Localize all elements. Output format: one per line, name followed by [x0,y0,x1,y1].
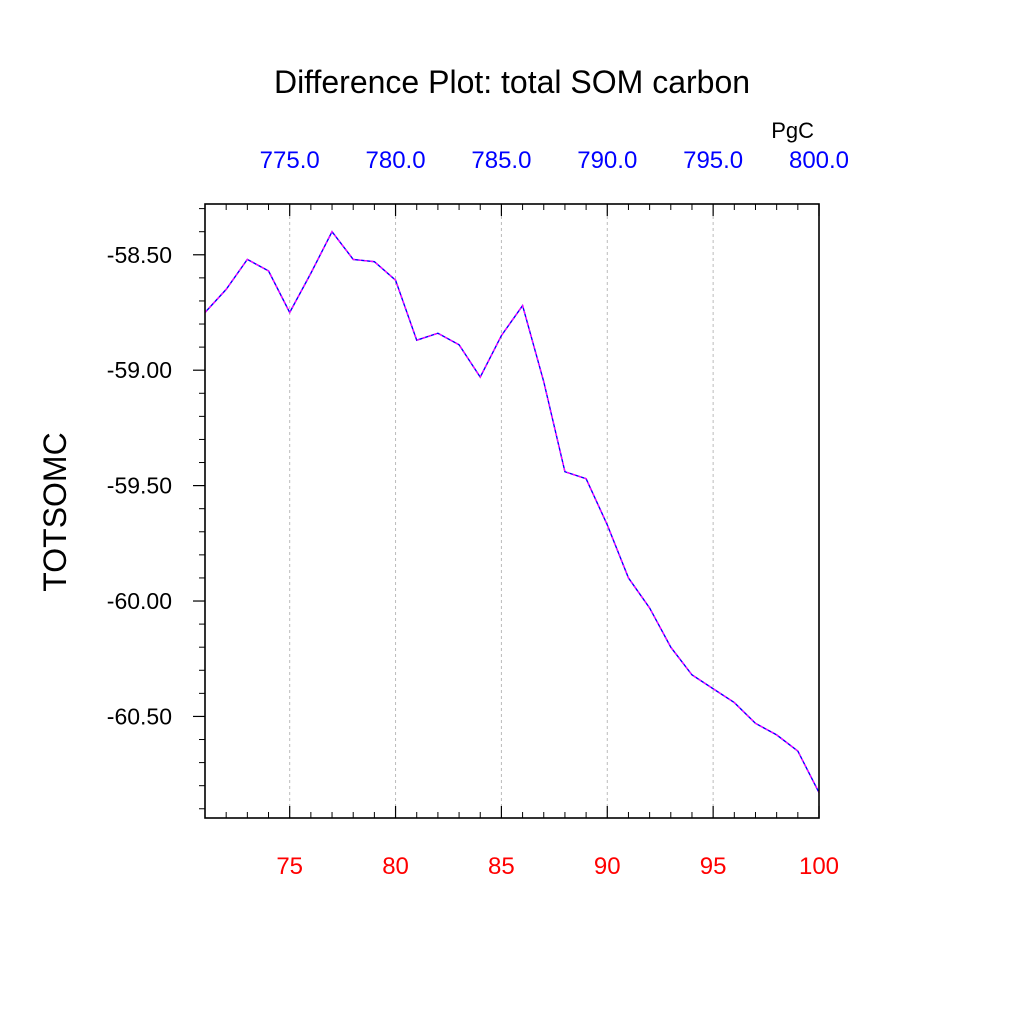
bottom-x-tick-labels: 75 80 85 90 95 100 [276,853,839,880]
data-point [542,380,545,383]
data-series-line [204,230,820,793]
data-point [669,646,672,649]
x-tick-label: 85 [488,853,515,880]
plot-frame [204,203,820,819]
data-point [754,722,757,725]
series-line-solid [204,230,820,793]
data-point [479,376,482,379]
top-x-tick-labels: 775.0 780.0 785.0 790.0 795.0 800.0 [260,147,849,174]
data-point [606,523,609,526]
data-point [796,750,799,753]
data-point [521,304,524,307]
data-point [309,272,312,275]
top-tick-label: 775.0 [260,147,320,174]
data-point [690,673,693,676]
y-tick-label: -58.50 [107,242,172,268]
data-point [627,576,630,579]
data-point [775,733,778,736]
left-y-tick-labels: -58.50 -59.00 -59.50 -60.00 -60.50 [107,242,172,730]
data-point [394,279,397,282]
y-tick-label: -60.50 [107,703,172,729]
top-tick-label: 800.0 [789,147,849,174]
data-point [373,260,376,263]
x-tick-label: 80 [382,853,409,880]
x-tick-label: 75 [276,853,303,880]
minor-tick-marks [199,204,799,818]
x-tick-label: 95 [700,853,727,880]
data-point [585,477,588,480]
data-point [352,258,355,261]
data-point [563,470,566,473]
data-point [415,339,418,342]
top-axis-units-label: PgC [771,118,814,143]
data-point [246,258,249,261]
top-tick-label: 790.0 [577,147,637,174]
data-point [267,269,270,272]
data-point [712,687,715,690]
data-point [500,334,503,337]
series-line-dashed [204,230,820,793]
chart-title: Difference Plot: total SOM carbon [274,64,750,100]
y-tick-label: -59.00 [107,357,172,383]
vertical-grid-lines [289,204,714,818]
y-axis-label: TOTSOMC [37,432,73,591]
major-tick-marks [193,204,820,818]
data-point [288,311,291,314]
data-points [204,230,821,794]
x-tick-label: 100 [799,853,839,880]
top-tick-label: 780.0 [366,147,426,174]
data-point [648,606,651,609]
data-point [458,343,461,346]
y-tick-label: -59.50 [107,473,172,499]
top-tick-label: 785.0 [471,147,531,174]
data-point [436,332,439,335]
data-point [733,701,736,704]
y-tick-label: -60.00 [107,588,172,614]
top-tick-label: 795.0 [683,147,743,174]
data-point [331,230,334,233]
data-point [225,288,228,291]
x-tick-label: 90 [594,853,621,880]
